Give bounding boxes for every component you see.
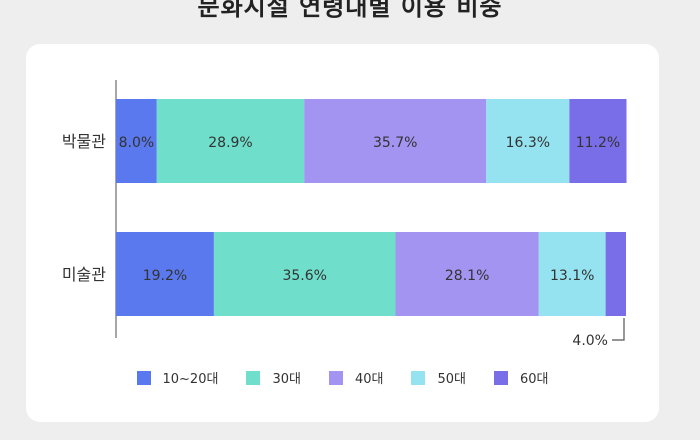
data-label: 35.7% xyxy=(373,135,417,151)
callout-line xyxy=(612,318,625,341)
legend-swatch xyxy=(136,370,151,385)
legend-swatch xyxy=(411,370,426,385)
data-label: 19.2% xyxy=(143,268,187,284)
data-label: 4.0% xyxy=(572,333,608,349)
bar-segment xyxy=(538,232,606,316)
bar-segment xyxy=(116,99,157,183)
legend: 10~20대 30대 40대 50대 60대 xyxy=(26,368,659,387)
bar-segment xyxy=(156,99,305,183)
bar-segment xyxy=(213,232,396,316)
legend-swatch xyxy=(493,370,508,385)
bar-segment xyxy=(569,99,627,183)
bar-segment xyxy=(486,99,570,183)
legend-item: 40대 xyxy=(328,368,384,387)
legend-item: 30대 xyxy=(246,368,301,387)
legend-item: 10~20대 xyxy=(136,368,219,387)
legend-swatch xyxy=(328,370,343,385)
data-label: 16.3% xyxy=(506,135,550,151)
legend-swatch xyxy=(246,370,261,385)
bar-segment xyxy=(605,232,626,316)
category-label: 미술관 xyxy=(62,265,106,284)
data-label: 11.2% xyxy=(576,135,620,151)
legend-item: 60대 xyxy=(493,368,549,387)
legend-label: 10~20대 xyxy=(162,372,219,387)
data-label: 13.1% xyxy=(550,268,594,284)
legend-label: 50대 xyxy=(437,372,466,387)
legend-item: 50대 xyxy=(411,368,466,387)
category-label: 박물관 xyxy=(62,132,106,151)
bar-segment xyxy=(395,232,539,316)
chart-title: 문화시설 연령대별 이용 비중 xyxy=(197,0,503,21)
data-label: 28.1% xyxy=(445,268,489,284)
legend-label: 30대 xyxy=(272,372,301,387)
bar-segment xyxy=(304,99,487,183)
bar-segment xyxy=(116,232,214,316)
data-label: 8.0% xyxy=(119,135,155,151)
data-label: 35.6% xyxy=(282,268,326,284)
legend-label: 40대 xyxy=(354,372,384,387)
data-label: 28.9% xyxy=(208,135,252,151)
legend-label: 60대 xyxy=(519,372,549,387)
